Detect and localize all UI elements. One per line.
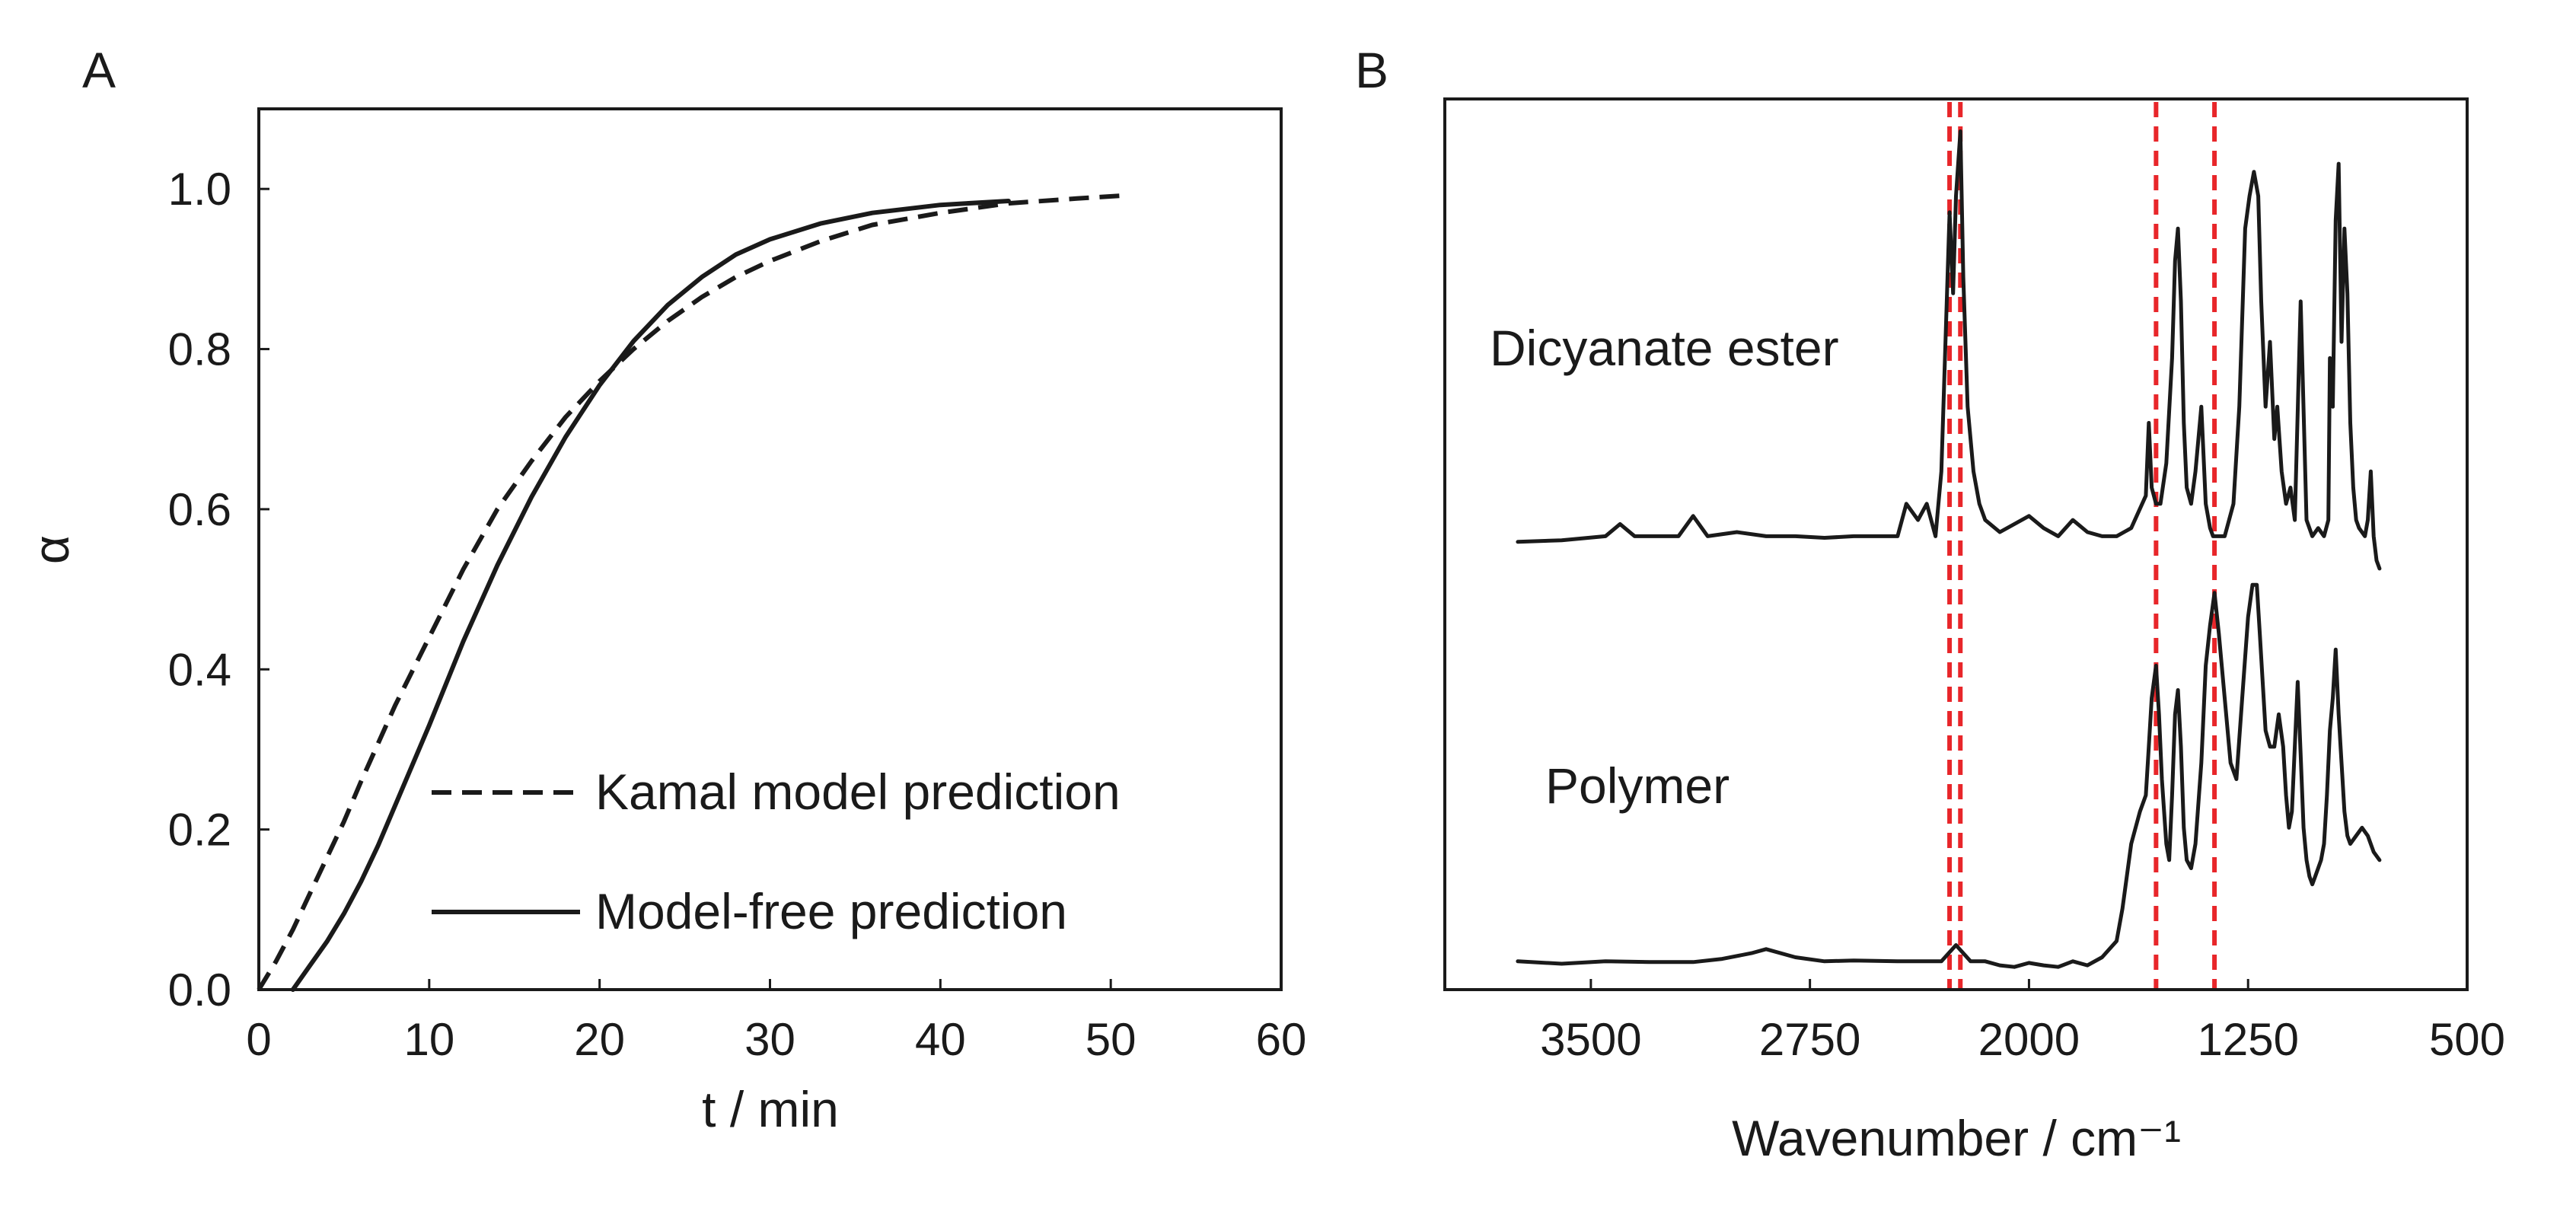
panel-a-x-tick-label: 50 <box>1086 1014 1137 1065</box>
panel-b-plot-frame <box>1443 97 2469 991</box>
series-line-dicyanate-ester <box>1516 129 2382 571</box>
panel-b-x-axis-label: Wavenumber / cm⁻¹ <box>1732 1110 2181 1166</box>
panel-b-x-tick-label: 3500 <box>1540 1014 1641 1065</box>
panel-b-x-tick-label: 2750 <box>1759 1014 1860 1065</box>
panel-a: A 0 10 20 30 40 50 60 0.0 0.2 0.4 0.6 0.8 1.0 t / m… <box>23 42 1306 1137</box>
panel-a-label: A <box>82 42 116 98</box>
panel-a-x-tick-label: 60 <box>1256 1014 1307 1065</box>
panel-b-x-tick-label: 500 <box>2429 1014 2505 1065</box>
panel-a-x-ticks: 0 10 20 30 40 50 60 <box>246 979 1306 1065</box>
panel-b-series-label-dicyanate: Dicyanate ester <box>1490 320 1839 376</box>
panel-a-x-axis-label: t / min <box>702 1081 839 1137</box>
series-line-model-free <box>290 199 1011 992</box>
panel-a-x-tick-label: 20 <box>574 1014 625 1065</box>
panel-a-legend: Kamal model prediction Model-free predic… <box>432 764 1121 939</box>
panel-b-series-label-polymer: Polymer <box>1545 757 1730 814</box>
panel-a-y-tick-label: 0.4 <box>168 644 231 695</box>
panel-b-series <box>1516 129 2382 969</box>
panel-b-x-tick-label: 2000 <box>1978 1014 2080 1065</box>
panel-a-y-tick-label: 1.0 <box>168 164 231 215</box>
panel-b-reference-lines <box>1947 102 2217 988</box>
panel-b-x-ticks: 3500 2750 2000 1250 500 <box>1540 979 2505 1065</box>
panel-a-y-tick-label: 0.0 <box>168 965 231 1016</box>
panel-a-series <box>257 193 1128 992</box>
panel-b-x-tick-label: 1250 <box>2197 1014 2298 1065</box>
panel-a-y-tick-label: 0.6 <box>168 484 231 535</box>
panel-a-x-tick-label: 40 <box>915 1014 966 1065</box>
legend-label-model-free: Model-free prediction <box>595 883 1067 939</box>
panel-a-y-ticks: 0.0 0.2 0.4 0.6 0.8 1.0 <box>168 164 269 1016</box>
series-line-kamal <box>257 193 1128 991</box>
panel-a-x-tick-label: 30 <box>744 1014 795 1065</box>
panel-a-y-axis-label: α <box>23 535 79 564</box>
legend-label-kamal: Kamal model prediction <box>595 764 1121 820</box>
series-line-polymer <box>1516 582 2382 969</box>
panel-a-y-tick-label: 0.2 <box>168 805 231 856</box>
panel-b-label: B <box>1355 42 1388 98</box>
panel-a-y-tick-label: 0.8 <box>168 324 231 375</box>
panel-a-x-tick-label: 0 <box>246 1014 271 1065</box>
panel-a-x-tick-label: 10 <box>403 1014 454 1065</box>
panel-b: B 3500 2750 2000 1250 500 Dicyanate ester Po… <box>1355 42 2505 1166</box>
